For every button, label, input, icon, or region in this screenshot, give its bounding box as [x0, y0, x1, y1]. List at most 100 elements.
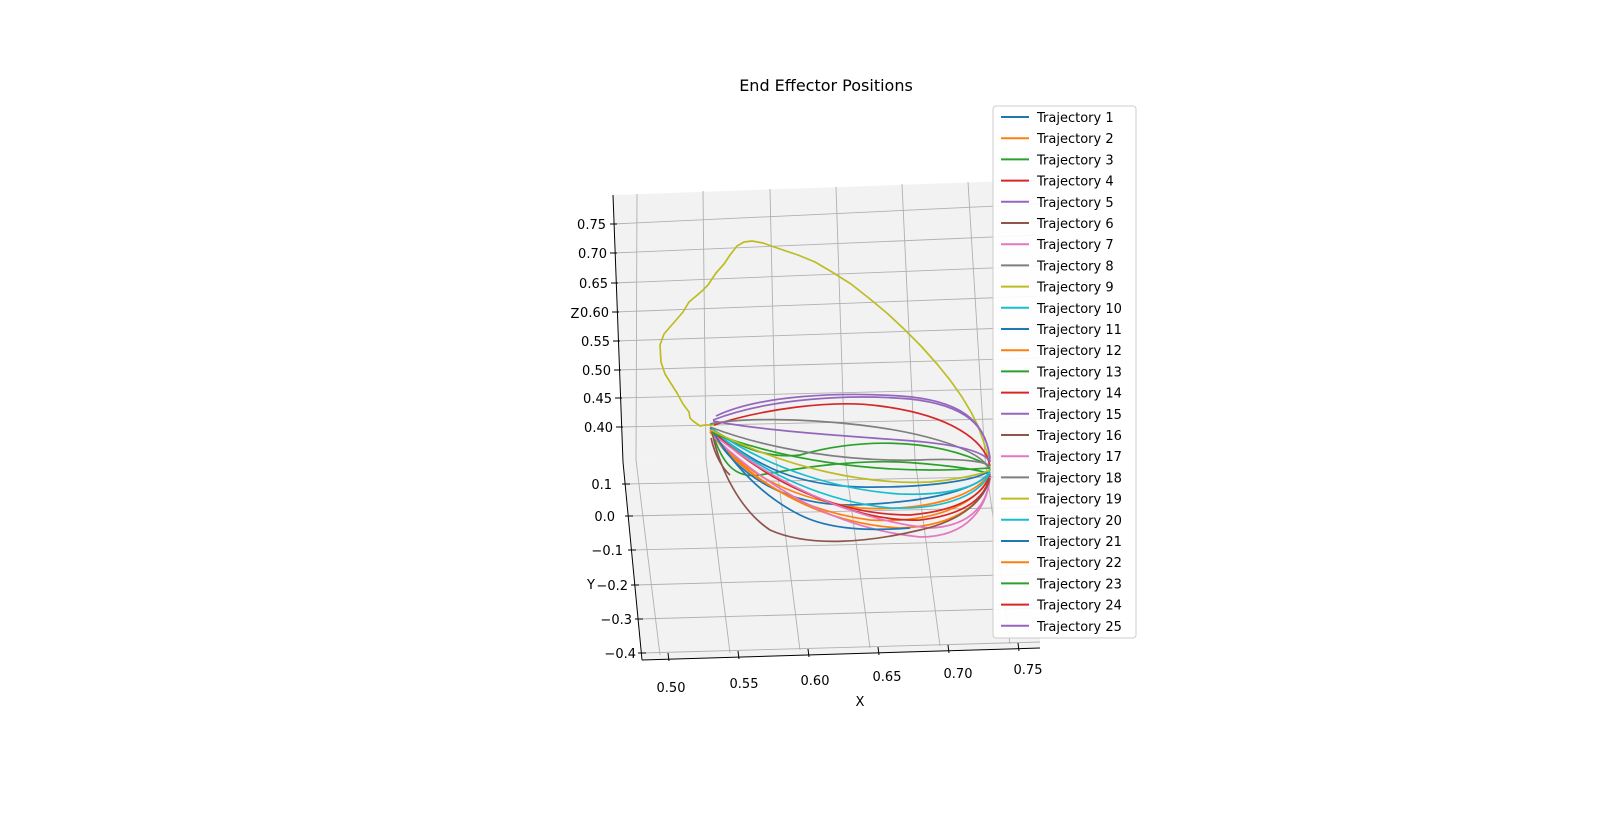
legend-item: Trajectory 17 [1001, 450, 1122, 465]
legend: Trajectory 1 Trajectory 2 Trajectory 3 Traj… [992, 105, 1137, 639]
legend-label: Trajectory 24 [1036, 599, 1122, 614]
legend-item: Trajectory 7 [1001, 238, 1114, 253]
legend-label: Trajectory 3 [1036, 153, 1114, 168]
x-tick-label: 0.50 [657, 681, 686, 696]
legend-item: Trajectory 16 [1001, 429, 1122, 444]
trajectory-line-9 [710, 429, 991, 484]
x-tick-labels: 0.50 0.55 0.60 0.65 0.70 0.75 [657, 663, 1043, 696]
trajectories [659, 240, 991, 543]
legend-item: Trajectory 15 [1001, 408, 1122, 423]
axes-panes [613, 180, 1040, 660]
z-tick-label: 0.45 [583, 392, 612, 407]
trajectory-line-1 [709, 427, 991, 488]
legend-label: Trajectory 12 [1036, 344, 1122, 359]
x-tick-label: 0.65 [873, 670, 902, 685]
legend-item: Trajectory 14 [1001, 387, 1122, 402]
legend-label: Trajectory 9 [1036, 281, 1114, 296]
y-tick-label: −0.1 [591, 544, 623, 559]
legend-label: Trajectory 5 [1036, 196, 1114, 211]
legend-label: Trajectory 22 [1036, 556, 1122, 571]
legend-item: Trajectory 5 [1001, 196, 1114, 211]
legend-item: Trajectory 19 [1001, 493, 1122, 508]
legend-label: Trajectory 18 [1036, 471, 1122, 486]
legend-label: Trajectory 11 [1036, 323, 1122, 338]
trajectory-line-23 [711, 432, 991, 471]
trajectory-line-8 [709, 418, 991, 471]
legend-label: Trajectory 4 [1036, 175, 1114, 190]
back-pane [613, 180, 1040, 462]
legend-item: Trajectory 8 [1001, 259, 1114, 274]
legend-item: Trajectory 13 [1001, 365, 1122, 380]
y-tick-label: −0.4 [604, 647, 636, 662]
legend-label: Trajectory 2 [1036, 132, 1114, 147]
legend-item: Trajectory 9 [1001, 281, 1114, 296]
x-tick-label: 0.70 [944, 667, 973, 682]
legend-item: Trajectory 1 [1001, 111, 1114, 126]
legend-label: Trajectory 15 [1036, 408, 1122, 423]
trajectory-line-19 [659, 240, 991, 470]
y-tick-label: −0.2 [596, 579, 628, 594]
legend-label: Trajectory 21 [1036, 535, 1122, 550]
x-axis-line [641, 647, 1041, 661]
legend-item: Trajectory 22 [1001, 556, 1122, 571]
legend-item: Trajectory 6 [1001, 217, 1114, 232]
trajectory-line-13 [709, 427, 991, 467]
z-tick-label: 0.75 [577, 218, 606, 233]
z-tick-label: 0.40 [584, 421, 613, 436]
legend-item: Trajectory 3 [1001, 153, 1114, 168]
trajectory-line-17 [713, 434, 991, 529]
tick-marks [610, 223, 1020, 662]
legend-item: Trajectory 23 [1001, 577, 1122, 592]
trajectory-line-6 [711, 431, 991, 543]
y-tick-labels: 0.1 0.0 −0.1 −0.2 −0.3 −0.4 [591, 478, 636, 662]
legend-label: Trajectory 10 [1036, 302, 1122, 317]
legend-item: Trajectory 18 [1001, 471, 1122, 486]
legend-item: Trajectory 12 [1001, 344, 1122, 359]
legend-label: Trajectory 19 [1036, 493, 1122, 508]
floor-pane [623, 458, 1040, 660]
legend-item: Trajectory 11 [1001, 323, 1122, 338]
x-tick-label: 0.55 [730, 677, 759, 692]
x-axis-label: X [856, 695, 865, 710]
y-tick-label: 0.1 [591, 478, 612, 493]
legend-label: Trajectory 7 [1036, 238, 1114, 253]
legend-item: Trajectory 4 [1001, 175, 1114, 190]
trajectory-line-3 [711, 431, 991, 477]
trajectory-line-11 [712, 431, 911, 531]
z-tick-labels: 0.75 0.70 0.65 0.60 0.55 0.50 0.45 0.40 [577, 218, 613, 436]
z-tick-label: 0.70 [578, 247, 607, 262]
legend-label: Trajectory 23 [1036, 577, 1122, 592]
legend-label: Trajectory 13 [1036, 365, 1122, 380]
y-tick-label: 0.0 [594, 510, 615, 525]
trajectory-line-16 [710, 437, 731, 476]
legend-label: Trajectory 6 [1036, 217, 1114, 232]
axis-lines [612, 194, 1041, 661]
z-axis-label: Z [571, 307, 580, 322]
trajectory-line-25 [712, 396, 991, 463]
chart-title: End Effector Positions [739, 76, 913, 95]
x-tick-label: 0.60 [801, 674, 830, 689]
trajectory-line-10 [711, 427, 991, 509]
trajectory-line-15 [712, 420, 991, 463]
legend-item: Trajectory 10 [1001, 302, 1122, 317]
z-axis-line [612, 194, 624, 463]
y-axis-label: Y [586, 578, 595, 593]
trajectory-line-18 [709, 426, 991, 467]
legend-label: Trajectory 14 [1036, 387, 1122, 402]
y-tick-label: −0.3 [600, 613, 632, 628]
legend-label: Trajectory 20 [1036, 514, 1122, 529]
legend-item: Trajectory 2 [1001, 132, 1114, 147]
legend-item: Trajectory 20 [1001, 514, 1122, 529]
trajectory-line-20 [711, 428, 991, 496]
z-tick-label: 0.55 [581, 335, 610, 350]
trajectory-line-2 [709, 429, 991, 510]
x-tick-label: 0.75 [1014, 663, 1043, 678]
legend-label: Trajectory 16 [1036, 429, 1122, 444]
legend-box [992, 105, 1137, 639]
legend-label: Trajectory 8 [1036, 259, 1114, 274]
trajectory-line-14 [713, 402, 991, 467]
y-axis-line [622, 461, 643, 661]
legend-label: Trajectory 17 [1036, 450, 1122, 465]
legend-item: Trajectory 24 [1001, 599, 1122, 614]
